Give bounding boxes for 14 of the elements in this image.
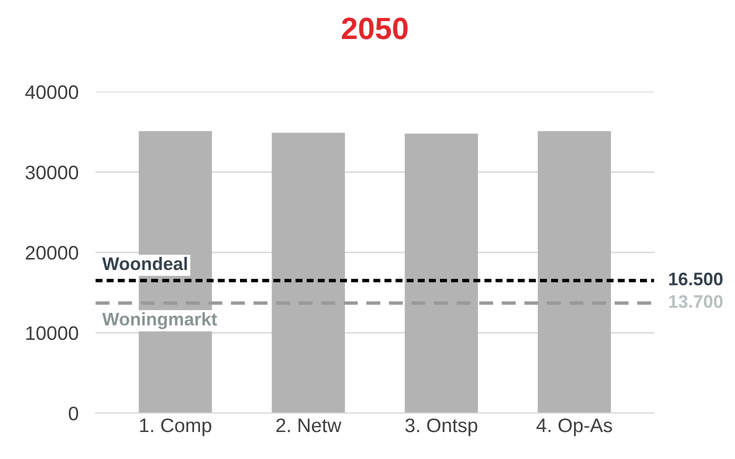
y-tick-label: 20000	[26, 246, 78, 260]
x-tick-label: 3. Ontsp	[405, 418, 478, 436]
x-tick-label: 1. Comp	[140, 418, 212, 436]
text: 13.700	[669, 295, 723, 308]
ref-line-label: Woningmarkt	[102, 312, 218, 330]
ref-line-label: Woondeal	[102, 256, 187, 270]
x-tick-label: 2. Netw	[276, 418, 342, 432]
x-tick-label: 4. Op-As	[536, 418, 612, 436]
text: 16.500	[669, 272, 723, 286]
y-tick-label: 40000	[25, 85, 78, 100]
y-tick-label: 0	[68, 406, 78, 420]
y-tick-label: 10000	[26, 326, 78, 340]
y-tick-label: 30000	[26, 166, 78, 180]
chart-title: 2050	[342, 18, 408, 40]
